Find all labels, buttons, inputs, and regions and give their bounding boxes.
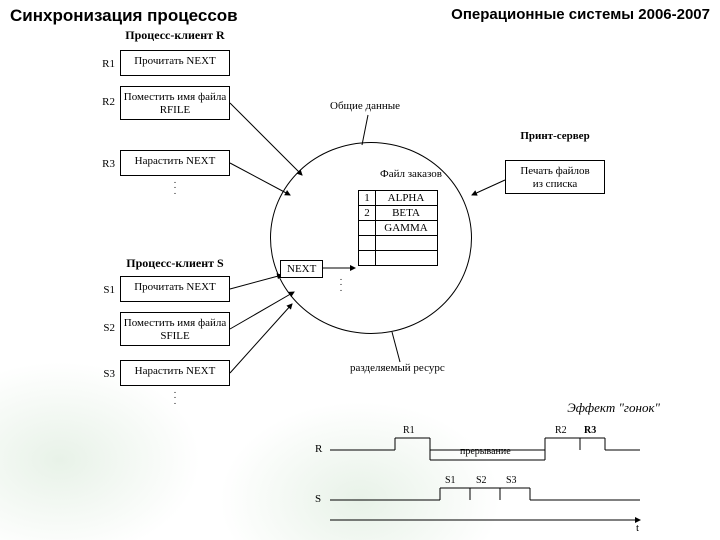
next-box: NEXT bbox=[280, 260, 323, 278]
val-4 bbox=[376, 236, 436, 250]
val-2: BETA bbox=[376, 206, 436, 220]
timeline-r1: R1 bbox=[403, 425, 415, 436]
idx-4 bbox=[359, 236, 376, 250]
val-5 bbox=[376, 251, 436, 265]
idx-3 bbox=[359, 221, 376, 235]
next-dots: ... bbox=[335, 275, 347, 291]
timeline-s3: S3 bbox=[506, 475, 517, 486]
interrupt-label: прерывание bbox=[460, 446, 511, 457]
race-effect-title: Эффект "гонок" bbox=[567, 400, 660, 416]
timeline-r-label: R bbox=[315, 443, 322, 455]
idx-5 bbox=[359, 251, 376, 265]
order-table: 1ALPHA 2BETA GAMMA bbox=[358, 190, 438, 266]
print-server-box: Печать файлов из списка bbox=[505, 160, 605, 194]
timeline-s-label: S bbox=[315, 493, 321, 505]
connectors-svg bbox=[0, 0, 720, 540]
print-server-text: Печать файлов из списка bbox=[520, 165, 589, 190]
timeline-s2: S2 bbox=[476, 475, 487, 486]
t-axis: t bbox=[636, 522, 639, 534]
shared-resource-label: разделяемый ресурс bbox=[350, 362, 445, 374]
val-1: ALPHA bbox=[376, 191, 436, 205]
timeline-r2: R2 bbox=[555, 425, 567, 436]
val-3: GAMMA bbox=[376, 221, 436, 235]
file-orders-label: Файл заказов bbox=[380, 168, 442, 180]
idx-2: 2 bbox=[359, 206, 376, 220]
timeline-r3: R3 bbox=[584, 425, 596, 436]
idx-1: 1 bbox=[359, 191, 376, 205]
print-server-label: Принт-сервер bbox=[505, 130, 605, 142]
timeline-s1: S1 bbox=[445, 475, 456, 486]
